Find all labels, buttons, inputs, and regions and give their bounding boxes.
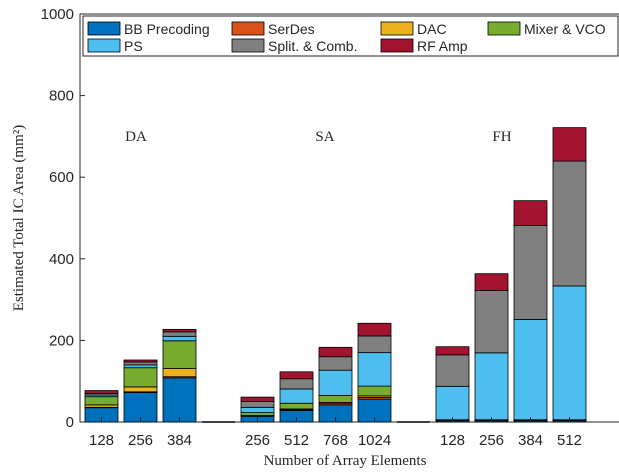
bar-segment xyxy=(514,201,547,226)
group-label: SA xyxy=(315,129,334,145)
x-tick-label: 512 xyxy=(284,432,309,449)
legend-label: RF Amp xyxy=(417,38,468,54)
legend-swatch xyxy=(88,39,120,52)
x-tick-label: 384 xyxy=(167,432,192,449)
x-tick-label: 256 xyxy=(479,432,504,449)
bar-segment xyxy=(319,357,352,370)
bar-segment xyxy=(475,290,508,352)
bar-segment xyxy=(163,341,196,369)
bar-segment xyxy=(124,360,157,362)
x-tick-label: 1024 xyxy=(358,432,391,449)
bar-segment xyxy=(436,386,469,419)
bar-segment xyxy=(280,403,313,409)
legend-swatch xyxy=(381,22,413,35)
legend-swatch xyxy=(232,22,264,35)
legend-label: DAC xyxy=(417,21,447,37)
x-tick-label: 512 xyxy=(557,432,582,449)
bar-segment xyxy=(124,362,157,365)
bar-segment xyxy=(553,286,586,420)
y-tick-label: 0 xyxy=(66,414,74,431)
y-tick-label: 600 xyxy=(49,169,74,186)
bar-segment xyxy=(553,161,586,286)
x-tick-label: 128 xyxy=(89,432,114,449)
bar-segment xyxy=(241,397,274,401)
bar-segment xyxy=(358,336,391,353)
y-tick-label: 800 xyxy=(49,88,74,105)
bar-segment xyxy=(85,391,118,394)
bar-segment xyxy=(436,355,469,386)
x-tick-label: 384 xyxy=(518,432,543,449)
bar-segment xyxy=(280,372,313,379)
bar-segment xyxy=(85,397,118,405)
bar-segment xyxy=(475,274,508,291)
bar-segment xyxy=(163,336,196,340)
bar-segment xyxy=(514,226,547,320)
x-axis-title: Number of Array Elements xyxy=(264,453,427,469)
bar-segment xyxy=(280,389,313,403)
y-tick-label: 200 xyxy=(49,332,74,349)
y-tick-label: 400 xyxy=(49,251,74,268)
y-axis-title: Estimated Total IC Area (mm²) xyxy=(11,125,27,311)
legend-swatch xyxy=(488,22,520,35)
bar-segment xyxy=(514,319,547,419)
bar-segment xyxy=(163,329,196,331)
group-label: DA xyxy=(125,129,147,145)
bar-segment xyxy=(163,378,196,422)
bar-segment xyxy=(124,365,157,368)
bar-segment xyxy=(241,402,274,408)
bar-segment xyxy=(124,387,157,392)
x-tick-label: 256 xyxy=(245,432,270,449)
bar-segment xyxy=(163,369,196,377)
x-tick-label: 128 xyxy=(440,432,465,449)
bar-segment xyxy=(319,370,352,395)
legend-label: BB Precoding xyxy=(124,21,210,37)
bar-segment xyxy=(436,347,469,355)
legend-label: Split. & Comb. xyxy=(268,38,357,54)
x-tick-label: 256 xyxy=(128,432,153,449)
bar-segment xyxy=(358,353,391,386)
bar-segment xyxy=(475,353,508,420)
x-tick-label: 768 xyxy=(323,432,348,449)
legend: BB Precoding SerDes DAC Mixer & VCO PS Split.… xyxy=(83,16,618,56)
bar-segment xyxy=(358,386,391,396)
group-label: FH xyxy=(492,129,511,145)
bar-segment xyxy=(241,413,274,416)
bar-segment xyxy=(241,407,274,412)
y-tick-label: 1000 xyxy=(41,6,74,23)
legend-swatch xyxy=(88,22,120,35)
bar-segment xyxy=(358,323,391,336)
bar-segment xyxy=(280,379,313,389)
legend-swatch xyxy=(232,39,264,52)
legend-label: PS xyxy=(124,38,143,54)
bar-segment xyxy=(163,332,196,336)
legend-label: SerDes xyxy=(268,21,315,37)
legend-swatch xyxy=(381,39,413,52)
legend-label: Mixer & VCO xyxy=(524,21,606,37)
bar-segment xyxy=(124,368,157,387)
bar-segment xyxy=(319,395,352,402)
bar-segment xyxy=(553,128,586,161)
bar-segment xyxy=(319,347,352,356)
